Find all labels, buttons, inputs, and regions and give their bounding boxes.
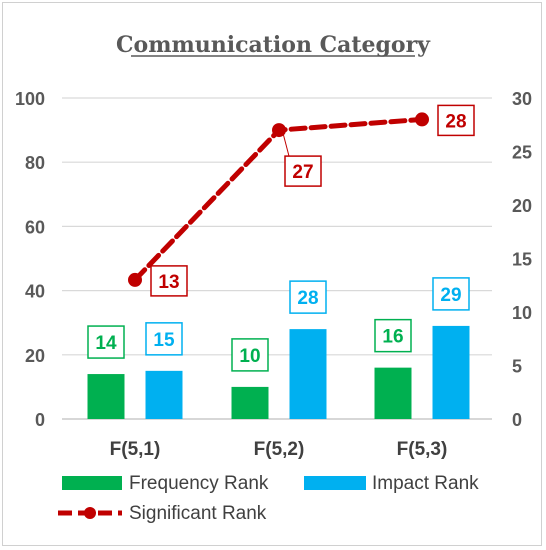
right-tick-label: 15 — [512, 250, 532, 270]
bar-impact-rank[interactable] — [432, 325, 470, 419]
left-tick-label: 0 — [35, 410, 45, 430]
significant-rank-marker[interactable] — [128, 272, 142, 287]
legend-label-significant: Significant Rank — [129, 503, 267, 524]
data-labels: 14 10 16 15 28 29 13 27 28 — [87, 104, 475, 372]
right-tick-label: 5 — [512, 357, 522, 377]
bar-frequency-rank[interactable] — [87, 374, 125, 419]
data-label: 27 — [292, 162, 313, 183]
category-label: F(5,2) — [254, 439, 305, 460]
category-label: F(5,1) — [110, 439, 161, 460]
bars — [87, 325, 470, 419]
data-label-box — [145, 322, 183, 356]
data-label: 16 — [382, 327, 403, 348]
legend-swatch-impact — [304, 476, 366, 490]
data-label: 14 — [95, 333, 117, 354]
data-label-box — [150, 265, 188, 297]
legend-item-significant[interactable]: Significant Rank — [58, 503, 267, 524]
legend-item-impact[interactable]: Impact Rank — [304, 473, 479, 494]
legend-item-frequency[interactable]: Frequency Rank — [62, 473, 269, 494]
bar-impact-rank[interactable] — [145, 370, 183, 419]
significant-rank-marker[interactable] — [415, 112, 429, 127]
data-label: 29 — [440, 285, 461, 306]
data-label-box — [284, 155, 322, 187]
right-tick-label: 10 — [512, 303, 532, 323]
significant-rank-line — [132, 116, 425, 283]
right-tick-label: 25 — [512, 143, 532, 163]
bar-frequency-rank[interactable] — [231, 386, 269, 419]
right-tick-label: 0 — [512, 410, 522, 430]
data-label-box — [289, 280, 327, 314]
data-label: 10 — [239, 346, 260, 367]
right-tick-label: 20 — [512, 196, 532, 216]
legend-label-frequency: Frequency Rank — [129, 473, 269, 494]
chart-title: Communication Category — [116, 32, 431, 58]
left-tick-label: 60 — [25, 217, 45, 237]
bar-frequency-rank[interactable] — [374, 367, 412, 419]
data-label-box — [437, 104, 475, 137]
bar-impact-rank[interactable] — [289, 329, 327, 419]
data-label-box — [231, 338, 269, 372]
left-tick-label: 20 — [25, 346, 45, 366]
right-tick-label: 30 — [512, 89, 532, 109]
data-label: 28 — [297, 288, 318, 309]
chart-frame — [2, 2, 542, 546]
legend-label-impact: Impact Rank — [372, 473, 479, 494]
significant-rank-marker[interactable] — [272, 123, 286, 138]
category-label: F(5,3) — [397, 439, 448, 460]
data-label: 28 — [445, 111, 466, 132]
gridlines — [62, 97, 492, 420]
data-label: 13 — [158, 272, 179, 293]
legend: Frequency Rank Impact Rank Significant R… — [58, 473, 479, 524]
data-label-box — [87, 325, 125, 359]
category-labels: F(5,1) F(5,2) F(5,3) — [110, 439, 448, 460]
left-axis-ticks: 0 20 40 60 80 100 — [15, 89, 45, 430]
data-label-leader — [282, 132, 290, 157]
legend-swatch-frequency — [62, 476, 122, 490]
legend-marker-significant — [84, 507, 96, 519]
significant-line — [128, 112, 429, 287]
data-label: 15 — [153, 330, 175, 351]
left-tick-label: 80 — [25, 153, 45, 173]
data-label-box — [432, 277, 470, 311]
right-axis-ticks: 0 5 10 15 20 25 30 — [512, 89, 532, 430]
left-tick-label: 100 — [15, 89, 45, 109]
data-label-box — [374, 318, 412, 353]
left-tick-label: 40 — [25, 282, 45, 302]
